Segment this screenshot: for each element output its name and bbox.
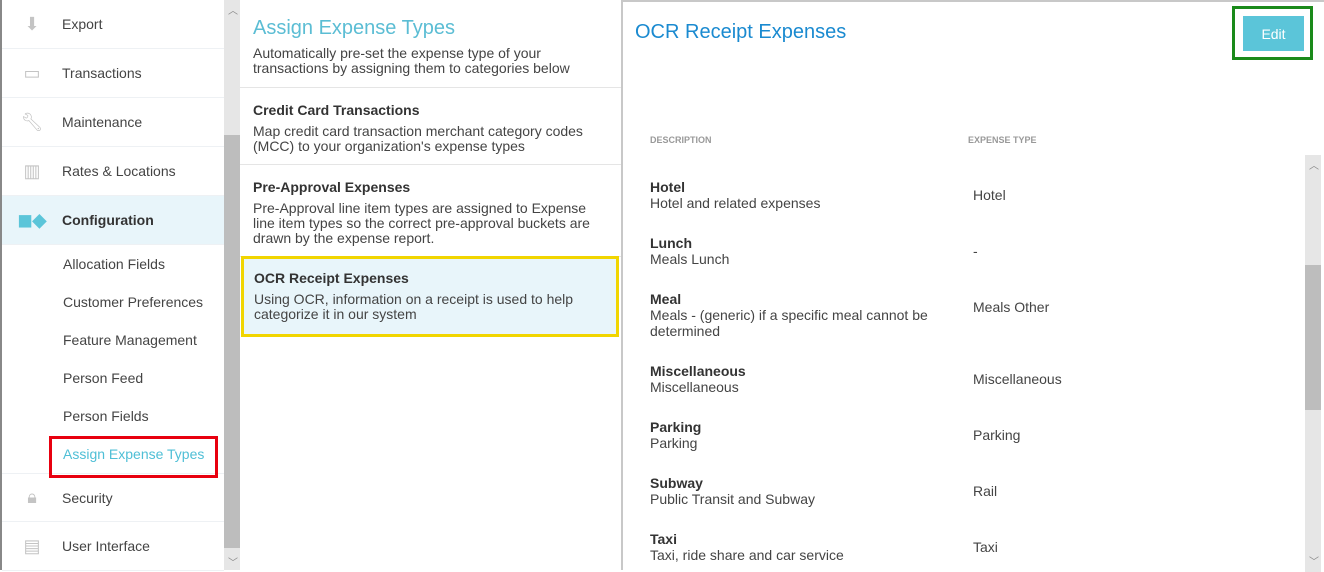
scroll-down-icon[interactable]: ﹀: [1309, 557, 1319, 568]
table-row: Hotel Hotel and related expenses Hotel: [650, 179, 1300, 211]
sub-person-feed[interactable]: Person Feed: [63, 370, 144, 386]
sub-person-fields[interactable]: Person Fields: [63, 408, 149, 424]
sub-feature-management[interactable]: Feature Management: [63, 332, 197, 348]
row-description: Subway Public Transit and Subway: [650, 475, 950, 507]
nav-configuration[interactable]: ◼◆ Configuration: [2, 196, 224, 245]
edit-highlight: Edit: [1232, 6, 1313, 60]
table-row: Meal Meals - (generic) if a specific meal…: [650, 291, 1300, 339]
row-name: Hotel: [650, 179, 685, 195]
table-row: Lunch Meals Lunch -: [650, 235, 1300, 267]
col-description-header: DESCRIPTION: [650, 135, 712, 145]
row-expense-type: Taxi: [973, 539, 998, 555]
row-name: Meal: [650, 291, 682, 307]
row-name: Taxi: [650, 531, 677, 547]
row-expense-type: Miscellaneous: [973, 371, 1062, 387]
credit-card-icon: ▭: [23, 62, 41, 83]
sub-allocation-fields[interactable]: Allocation Fields: [63, 256, 165, 272]
nav-rates-locations[interactable]: ▥ Rates & Locations: [2, 147, 224, 196]
nav-user-interface[interactable]: ▤ User Interface: [2, 522, 224, 571]
wrench-icon: 🔧︎: [20, 111, 44, 132]
card-credit-card-transactions[interactable]: Credit Card Transactions Map credit card …: [240, 88, 621, 165]
nav-export[interactable]: ⬇ Export: [2, 0, 224, 49]
sub-assign-expense-types[interactable]: Assign Expense Types: [2, 435, 224, 478]
nav-transactions[interactable]: ▭ Transactions: [2, 49, 224, 98]
sub-customer-preferences[interactable]: Customer Preferences: [63, 294, 204, 310]
edit-button[interactable]: Edit: [1243, 16, 1304, 51]
row-description: Lunch Meals Lunch: [650, 235, 950, 267]
layout-icon: ▤: [23, 535, 41, 556]
table-row: Parking Parking Parking: [650, 419, 1300, 451]
row-expense-type: Parking: [973, 427, 1021, 443]
row-desc: Public Transit and Subway: [650, 491, 815, 507]
row-desc: Hotel and related expenses: [650, 195, 821, 211]
card-ocr-receipt-expenses[interactable]: OCR Receipt Expenses Using OCR, informati…: [241, 256, 619, 337]
row-desc: Meals - (generic) if a specific meal can…: [650, 307, 928, 339]
table-row: Subway Public Transit and Subway Rail: [650, 475, 1300, 507]
row-description: Miscellaneous Miscellaneous: [650, 363, 950, 395]
row-name: Parking: [650, 419, 702, 435]
scroll-up-icon[interactable]: ︿: [228, 6, 238, 17]
detail-scrollbar[interactable]: ︿ ﹀: [1305, 155, 1321, 572]
scroll-down-icon[interactable]: ﹀: [228, 558, 238, 569]
sidebar-scroll-thumb[interactable]: [224, 135, 240, 548]
row-desc: Miscellaneous: [650, 379, 739, 395]
row-expense-type: Rail: [973, 483, 998, 499]
widgets-icon: ◼◆: [17, 209, 47, 230]
building-icon: ▥: [23, 160, 41, 181]
detail-panel: OCR Receipt Expenses Edit DESCRIPTION EX…: [621, 0, 1324, 572]
row-desc: Taxi, ride share and car service: [650, 547, 844, 563]
page-title: Assign Expense Types: [253, 17, 455, 39]
detail-title: OCR Receipt Expenses: [635, 21, 847, 43]
expense-type-categories: Assign Expense Types Automatically pre-s…: [240, 0, 621, 570]
table-row: Taxi Taxi, ride share and car service Taxi: [650, 531, 1300, 563]
row-name: Lunch: [650, 235, 692, 251]
table-row: Miscellaneous Miscellaneous Miscellaneous: [650, 363, 1300, 395]
row-name: Subway: [650, 475, 703, 491]
row-desc: Meals Lunch: [650, 251, 730, 267]
row-expense-type: -: [973, 243, 978, 259]
nav-maintenance[interactable]: 🔧︎ Maintenance: [2, 98, 224, 147]
row-description: Meal Meals - (generic) if a specific meal…: [650, 291, 950, 339]
card-pre-approval-expenses[interactable]: Pre-Approval Expenses Pre-Approval line i…: [240, 165, 621, 257]
nav-security[interactable]: 🔒︎ Security: [2, 473, 224, 522]
row-desc: Parking: [650, 435, 698, 451]
row-name: Miscellaneous: [650, 363, 746, 379]
row-description: Parking Parking: [650, 419, 950, 451]
download-icon: ⬇: [24, 13, 40, 34]
detail-scroll-thumb[interactable]: [1305, 265, 1321, 410]
scroll-up-icon[interactable]: ︿: [1309, 161, 1319, 172]
col-expense-type-header: EXPENSE TYPE: [968, 135, 1037, 145]
row-description: Taxi Taxi, ride share and car service: [650, 531, 950, 563]
row-expense-type: Hotel: [973, 187, 1006, 203]
sidebar-scrollbar[interactable]: ︿ ﹀: [224, 0, 240, 570]
row-expense-type: Meals Other: [973, 299, 1050, 315]
lock-icon: 🔒︎: [27, 487, 37, 507]
intro-text: Automatically pre-set the expense type o…: [240, 46, 621, 88]
row-description: Hotel Hotel and related expenses: [650, 179, 950, 211]
sidebar: ⬇ Export ▭ Transactions 🔧︎ Maintenance ▥ Rat…: [0, 0, 224, 571]
